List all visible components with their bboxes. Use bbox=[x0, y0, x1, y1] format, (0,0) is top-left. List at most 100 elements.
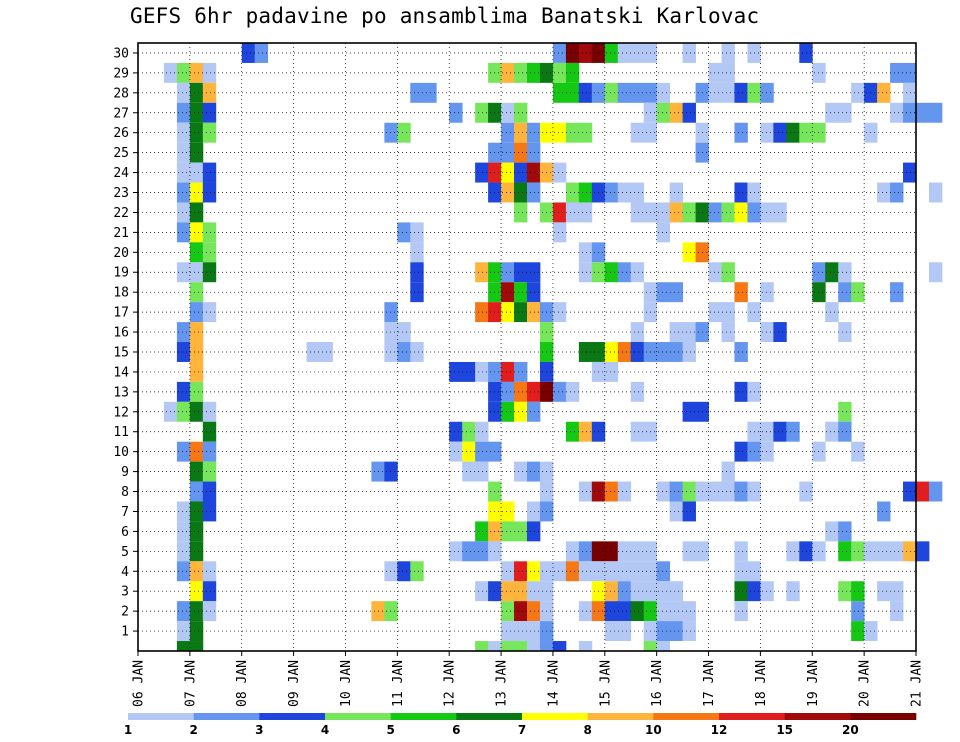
heat-cell bbox=[384, 122, 398, 143]
heat-cell bbox=[475, 302, 489, 323]
heat-cell bbox=[202, 242, 217, 263]
y-tick-label: 18 bbox=[113, 286, 129, 301]
heat-cell bbox=[708, 262, 722, 283]
heat-cell bbox=[734, 481, 748, 502]
colorbar-label: 8 bbox=[583, 723, 591, 737]
heat-cell bbox=[475, 541, 489, 562]
heat-cell bbox=[760, 581, 774, 602]
heat-cell bbox=[527, 401, 541, 422]
heat-cell bbox=[189, 401, 204, 422]
heat-cell bbox=[527, 182, 541, 203]
heat-cell bbox=[578, 262, 593, 283]
heat-cell bbox=[189, 182, 204, 203]
heat-cell bbox=[397, 561, 411, 582]
heat-cell bbox=[475, 581, 489, 602]
heat-cell bbox=[565, 421, 580, 442]
heat-cell bbox=[176, 62, 191, 83]
x-tick-label: 14 JAN bbox=[546, 660, 561, 707]
heat-cell bbox=[890, 581, 904, 602]
heat-cell bbox=[176, 601, 191, 622]
heat-cell bbox=[630, 43, 645, 63]
plot-frame bbox=[137, 42, 917, 652]
heat-cell bbox=[604, 601, 619, 622]
heat-cell bbox=[176, 641, 191, 651]
heat-cell bbox=[630, 82, 645, 103]
colorbar-swatch bbox=[259, 713, 326, 720]
y-tick-label: 30 bbox=[113, 46, 129, 61]
heat-cell bbox=[617, 581, 632, 602]
heat-cell bbox=[410, 282, 424, 303]
heat-cell bbox=[916, 102, 930, 123]
colorbar-label: 1 bbox=[124, 723, 132, 737]
y-tick-label: 8 bbox=[121, 485, 129, 500]
heat-cell bbox=[578, 421, 593, 442]
heat-cell bbox=[552, 82, 567, 103]
heat-cell bbox=[825, 421, 839, 442]
heat-cell bbox=[604, 561, 619, 582]
heat-cell bbox=[176, 561, 191, 582]
heat-cell bbox=[552, 561, 567, 582]
y-tick-label: 21 bbox=[113, 226, 129, 241]
heat-cell bbox=[514, 561, 528, 582]
heat-cell bbox=[202, 102, 217, 123]
heat-cell bbox=[630, 342, 645, 362]
heat-cell bbox=[656, 561, 671, 582]
heat-cell bbox=[656, 581, 671, 602]
heat-cell bbox=[928, 102, 943, 123]
heat-cell bbox=[514, 142, 528, 163]
x-tick-label: 13 JAN bbox=[495, 660, 510, 707]
colorbar-swatch bbox=[522, 713, 588, 720]
colorbar-label: 12 bbox=[711, 723, 728, 737]
heat-cell bbox=[189, 441, 204, 462]
heat-cell bbox=[501, 182, 515, 203]
heat-cell bbox=[384, 302, 398, 323]
heat-cell bbox=[604, 43, 619, 63]
colorbar-label: 2 bbox=[189, 723, 197, 737]
colorbar-swatch bbox=[653, 713, 720, 720]
heat-cell bbox=[189, 222, 204, 243]
heat-cell bbox=[682, 481, 696, 502]
heat-cell bbox=[475, 262, 489, 283]
cells-layer bbox=[163, 43, 943, 651]
x-tick-label: 21 JAN bbox=[910, 660, 925, 707]
heat-cell bbox=[527, 142, 541, 163]
heat-cell bbox=[202, 62, 217, 83]
heat-cell bbox=[630, 202, 645, 223]
heat-cell bbox=[501, 621, 515, 642]
x-tick-label: 18 JAN bbox=[754, 660, 769, 707]
heat-cell bbox=[604, 82, 619, 103]
x-tick-label: 12 JAN bbox=[443, 660, 458, 707]
heat-cell bbox=[449, 541, 463, 562]
heat-cell bbox=[527, 122, 541, 143]
heat-cell bbox=[578, 122, 593, 143]
heat-cell bbox=[176, 102, 191, 123]
heat-cell bbox=[189, 561, 204, 582]
heat-cell bbox=[475, 521, 489, 542]
heat-cell bbox=[565, 122, 580, 143]
heat-cell bbox=[838, 581, 852, 602]
heat-cell bbox=[202, 581, 217, 602]
heat-cell bbox=[669, 621, 683, 642]
y-tick-label: 24 bbox=[113, 166, 129, 181]
heat-cell bbox=[669, 601, 683, 622]
heat-cell bbox=[410, 242, 424, 263]
heat-cell bbox=[565, 82, 580, 103]
heat-cell bbox=[838, 282, 852, 303]
heat-cell bbox=[475, 421, 489, 442]
heat-cell bbox=[825, 302, 839, 323]
heat-cell bbox=[890, 182, 904, 203]
heat-cell bbox=[514, 641, 528, 651]
heat-cell bbox=[410, 561, 424, 582]
heat-cell bbox=[617, 561, 632, 582]
heat-cell bbox=[514, 122, 528, 143]
heat-cell bbox=[578, 601, 593, 622]
colorbar-swatch bbox=[850, 713, 917, 720]
heat-cell bbox=[669, 322, 683, 343]
heat-cell bbox=[903, 62, 917, 83]
heat-cell bbox=[397, 222, 411, 243]
heat-cell bbox=[630, 262, 645, 283]
y-tick-label: 22 bbox=[113, 206, 129, 221]
x-tick-label: 07 JAN bbox=[183, 660, 198, 707]
heat-cell bbox=[721, 202, 735, 223]
